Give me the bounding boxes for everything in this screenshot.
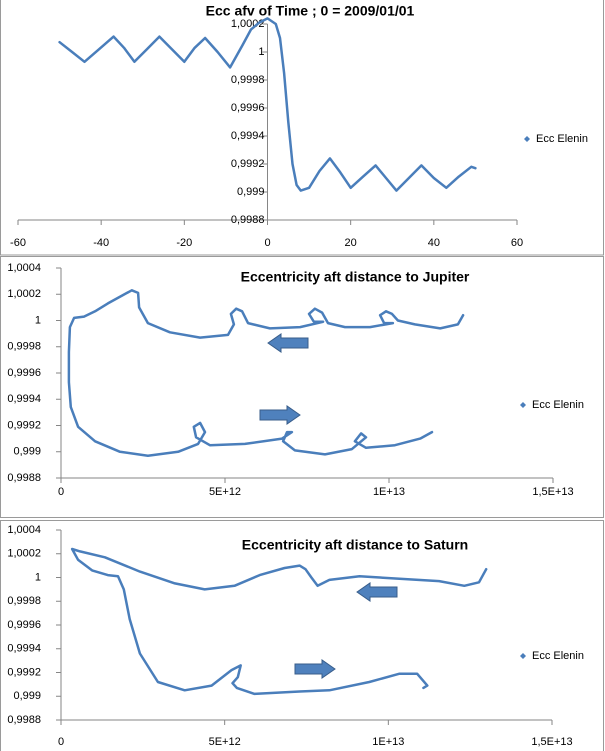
x-tick-label: 60 <box>511 237 523 249</box>
y-tick-label: 0,9996 <box>7 367 41 379</box>
x-tick-label: 5E+12 <box>209 486 241 498</box>
y-tick-label: 1 <box>35 571 41 583</box>
arrow-right <box>259 405 301 425</box>
y-tick-label: 0,9996 <box>7 619 41 631</box>
y-tick-label: 0,9998 <box>7 341 41 353</box>
y-tick-label: 0,9988 <box>7 714 41 726</box>
y-tick-label: 1,0002 <box>7 288 41 300</box>
series-line <box>58 17 477 192</box>
y-tick-label: 0,9998 <box>7 595 41 607</box>
legend-marker <box>520 402 526 408</box>
y-tick-label: 0,9992 <box>7 419 41 431</box>
y-tick-label: 0,999 <box>13 690 41 702</box>
y-tick-label: 0,9992 <box>231 158 265 170</box>
panel-frame <box>0 256 604 518</box>
x-tick-label: -40 <box>93 237 109 249</box>
y-tick-label: 0,9996 <box>231 102 265 114</box>
chart-title: Eccentricity aft distance to Saturn <box>242 537 468 553</box>
x-tick-label: 0 <box>58 486 64 498</box>
legend-marker <box>524 136 530 142</box>
series-line <box>70 547 488 696</box>
y-tick-label: 1,0004 <box>7 524 41 536</box>
arrow-left <box>356 582 398 602</box>
y-tick-label: 1 <box>35 314 41 326</box>
x-tick-label: 1,5E+13 <box>532 486 573 498</box>
y-tick-label: 1,0004 <box>7 262 41 274</box>
series-line <box>67 289 465 457</box>
y-tick-label: 0,9994 <box>231 130 265 142</box>
chart-title: Ecc afv of Time ; 0 = 2009/01/01 <box>206 3 415 19</box>
legend-label: Ecc Elenin <box>532 650 584 662</box>
arrows <box>259 333 398 679</box>
y-tick-label: 1 <box>258 46 264 58</box>
x-tick-label: 40 <box>428 237 440 249</box>
y-tick-label: 1,0002 <box>231 18 265 30</box>
legend-marker <box>520 653 526 659</box>
y-tick-label: 0,9998 <box>231 74 265 86</box>
y-tick-label: 0,999 <box>13 446 41 458</box>
y-tick-label: 1,0002 <box>7 548 41 560</box>
arrow-right <box>294 659 336 679</box>
x-tick-label: -60 <box>10 237 26 249</box>
y-tick-label: 0,999 <box>237 186 265 198</box>
y-tick-label: 0,9988 <box>7 472 41 484</box>
arrow-left <box>267 333 309 353</box>
legend-label: Ecc Elenin <box>532 399 584 411</box>
y-tick-label: 0,9994 <box>7 643 41 655</box>
x-tick-label: 1E+13 <box>372 736 404 748</box>
x-tick-label: 0 <box>58 736 64 748</box>
x-tick-label: 0 <box>264 237 270 249</box>
panel-frame <box>0 520 604 751</box>
chart-title: Eccentricity aft distance to Jupiter <box>241 269 470 285</box>
y-tick-label: 0,9992 <box>7 666 41 678</box>
y-tick-label: 0,9994 <box>7 393 41 405</box>
x-tick-label: 1,5E+13 <box>531 736 572 748</box>
x-tick-label: 5E+12 <box>209 736 241 748</box>
panel-frame <box>0 0 604 256</box>
y-tick-label: 0,9988 <box>231 214 265 226</box>
x-tick-label: 20 <box>345 237 357 249</box>
x-tick-label: 1E+13 <box>373 486 405 498</box>
legend-label: Ecc Elenin <box>536 133 588 145</box>
x-tick-label: -20 <box>176 237 192 249</box>
